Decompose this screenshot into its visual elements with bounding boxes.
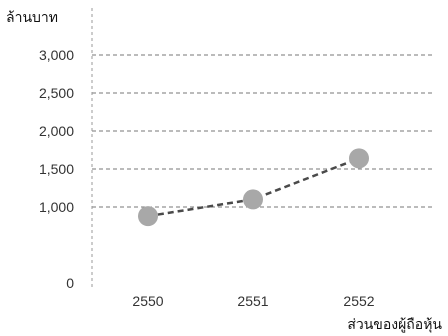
x-tick-label-2552: 2552 [343,293,374,309]
y-tick-label-0: 0 [66,275,74,291]
x-tick-label-2550: 2550 [132,293,163,309]
data-point-2550 [138,206,158,227]
data-point-2551 [243,189,263,210]
y-axis-label: ล้านบาท [6,10,58,26]
gridlines [92,54,432,208]
x-tick-labels: 2550 2551 2552 [132,293,374,309]
series-line-0 [147,157,360,218]
y-tick-label-1500: 1,500 [39,161,74,177]
x-axis-label: ส่วนของผู้ถือหุ้น [347,317,442,333]
y-tick-label-1000: 1,000 [39,199,74,215]
y-tick-label-3000: 3,000 [39,47,74,63]
x-tick-label-2551: 2551 [237,293,268,309]
y-tick-label-2000: 2,000 [39,123,74,139]
y-tick-labels: 0 1,000 1,500 2,000 2,500 3,000 [39,47,74,291]
y-tick-label-2500: 2,500 [39,85,74,101]
data-point-2552 [349,148,369,169]
series [138,148,369,227]
